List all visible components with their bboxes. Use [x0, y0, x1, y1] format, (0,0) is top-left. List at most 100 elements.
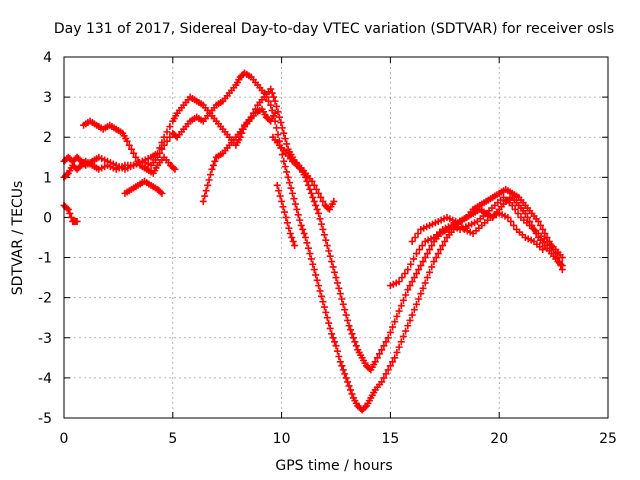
data-point	[441, 238, 449, 246]
data-point	[271, 97, 279, 105]
data-point	[281, 163, 289, 171]
data-point	[378, 378, 386, 386]
chart-title: Day 131 of 2017, Sidereal Day-to-day VTE…	[54, 21, 614, 37]
data-point	[271, 109, 279, 117]
data-point	[286, 179, 294, 187]
data-point	[415, 266, 423, 274]
data-point	[426, 246, 434, 254]
data-point	[320, 231, 328, 239]
data-point	[558, 262, 566, 270]
data-point	[404, 286, 412, 294]
data-point	[130, 149, 138, 157]
data-point	[428, 242, 436, 250]
data-point	[345, 382, 353, 390]
data-point	[417, 290, 425, 298]
data-point	[63, 171, 71, 179]
data-point	[421, 254, 429, 262]
data-point	[347, 386, 355, 394]
data-point	[344, 316, 352, 324]
data-point	[299, 225, 307, 233]
data-point	[408, 238, 416, 246]
data-point	[63, 204, 71, 212]
data-point	[310, 266, 318, 274]
data-point	[306, 185, 314, 193]
data-point	[280, 129, 288, 137]
data-point	[307, 255, 315, 263]
data-series-9	[408, 209, 547, 254]
data-point	[344, 378, 352, 386]
data-point	[280, 157, 288, 165]
y-tick-labels: 4 3 2 1 0 -1 -2 -3 -4 -5	[38, 50, 52, 427]
data-point	[283, 168, 291, 176]
x-tick-label: 20	[490, 431, 508, 447]
data-point	[158, 139, 166, 147]
data-point	[408, 311, 416, 319]
data-point	[508, 201, 516, 209]
data-point	[66, 209, 74, 217]
data-point	[419, 258, 427, 266]
data-point	[521, 209, 529, 217]
x-tick-label: 25	[599, 431, 617, 447]
data-point	[312, 271, 320, 279]
data-point	[276, 192, 284, 200]
data-point	[296, 216, 304, 224]
data-point	[132, 153, 140, 161]
data-point	[384, 366, 392, 374]
data-point	[401, 270, 409, 278]
data-point	[338, 362, 346, 370]
data-point	[338, 295, 346, 303]
data-point	[275, 113, 283, 121]
data-point	[330, 197, 338, 205]
data-point	[436, 246, 444, 254]
data-point	[335, 284, 343, 292]
data-point	[386, 362, 394, 370]
x-tick-labels: 0 5 10 15 20 25	[60, 431, 617, 447]
data-point	[328, 330, 336, 338]
data-point	[439, 242, 447, 250]
data-point	[205, 176, 213, 184]
data-point	[291, 242, 299, 250]
data-point	[322, 308, 330, 316]
data-point	[333, 279, 341, 287]
data-point	[281, 135, 289, 143]
data-series-4	[199, 105, 279, 205]
data-point	[404, 322, 412, 330]
data-point	[413, 250, 421, 258]
data-point	[300, 229, 308, 237]
data-point	[404, 266, 412, 274]
data-point	[418, 242, 426, 250]
data-point	[426, 268, 434, 276]
data-point	[406, 282, 414, 290]
data-point	[278, 197, 286, 205]
data-point	[293, 205, 301, 213]
data-point	[332, 342, 340, 350]
data-point	[336, 358, 344, 366]
data-point	[163, 137, 171, 145]
data-point	[371, 358, 379, 366]
data-point	[395, 343, 403, 351]
data-point	[547, 242, 555, 250]
data-series-6	[273, 181, 299, 250]
data-point	[166, 123, 174, 131]
data-point	[156, 144, 164, 152]
data-point	[313, 205, 321, 213]
data-point	[389, 323, 397, 331]
data-point	[417, 262, 425, 270]
data-point	[202, 187, 210, 195]
y-tick-label: -3	[38, 331, 52, 347]
data-point	[380, 374, 388, 382]
data-point	[413, 270, 421, 278]
data-point	[322, 236, 330, 244]
data-point	[398, 274, 406, 282]
data-point	[339, 300, 347, 308]
data-point	[402, 327, 410, 335]
data-point	[326, 252, 334, 260]
data-point	[336, 290, 344, 298]
data-point	[329, 263, 337, 271]
data-point	[380, 342, 388, 350]
data-point	[290, 195, 298, 203]
y-tick-label: 3	[43, 90, 52, 106]
data-point	[504, 213, 512, 221]
data-point	[211, 157, 219, 165]
data-point	[339, 366, 347, 374]
